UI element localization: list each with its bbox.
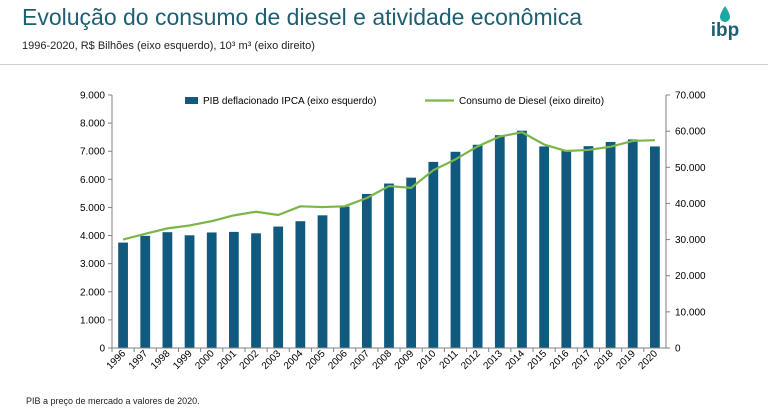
x-tick-label-2004: 2004 xyxy=(282,348,306,372)
legend-bar-swatch xyxy=(185,97,198,104)
bar-2008 xyxy=(384,183,394,348)
left-tick-label: 9.000 xyxy=(80,91,105,102)
left-tick-label: 8.000 xyxy=(80,119,105,130)
x-tick-label-2012: 2012 xyxy=(459,348,483,372)
legend: PIB deflacionado IPCA (eixo esquerdo) Con… xyxy=(185,96,604,107)
bar-2003 xyxy=(273,226,284,348)
bar-2016 xyxy=(561,150,572,348)
x-tick-label-2016: 2016 xyxy=(548,348,572,372)
left-tick-label: 6.000 xyxy=(80,175,105,186)
right-tick-label: 50.000 xyxy=(675,163,706,174)
x-tick-label-2007: 2007 xyxy=(348,348,372,372)
left-tick-label: 3.000 xyxy=(80,259,105,270)
title-divider xyxy=(0,64,768,65)
right-tick-label: 40.000 xyxy=(675,199,706,210)
left-tick-label: 5.000 xyxy=(80,203,105,214)
left-tick-label: 0 xyxy=(99,344,105,355)
line-series xyxy=(122,131,656,241)
bar-2010 xyxy=(428,161,439,348)
x-tick-label-2001: 2001 xyxy=(215,348,239,372)
bar-2012 xyxy=(472,144,483,348)
x-tick-label-2013: 2013 xyxy=(481,348,505,372)
bar-2002 xyxy=(251,233,261,348)
bar-2013 xyxy=(494,135,505,348)
left-tick-label: 2.000 xyxy=(80,287,105,298)
bar-2018 xyxy=(605,141,616,348)
x-tick-label-2019: 2019 xyxy=(614,348,638,372)
x-tick-label-2002: 2002 xyxy=(238,348,262,372)
bar-1996 xyxy=(118,242,128,348)
bar-2019 xyxy=(627,139,638,348)
x-tick-label-1997: 1997 xyxy=(127,348,151,372)
right-tick-label: 10.000 xyxy=(675,307,706,318)
right-tick-label: 0 xyxy=(675,344,681,355)
left-tick-label: 4.000 xyxy=(80,231,105,242)
footnote: PIB a preço de mercado a valores de 2020… xyxy=(26,396,200,406)
x-tick-label-2018: 2018 xyxy=(592,348,616,372)
x-tick-label-2005: 2005 xyxy=(304,348,328,372)
x-tick-label-1999: 1999 xyxy=(171,348,195,372)
x-tick-label-2009: 2009 xyxy=(393,348,417,372)
bar-2015 xyxy=(539,146,549,348)
slide-subtitle: 1996-2020, R$ Bilhões (eixo esquerdo), 1… xyxy=(22,40,315,52)
bar-2014 xyxy=(517,130,527,348)
left-tick-label: 1.000 xyxy=(80,315,105,326)
left-tick-label: 7.000 xyxy=(80,147,105,158)
ibp-logo: ibp xyxy=(697,4,753,54)
right-tick-label: 30.000 xyxy=(675,235,706,246)
right-tick-label: 20.000 xyxy=(675,271,706,282)
x-tick-label-1998: 1998 xyxy=(149,348,173,372)
right-tick-label: 70.000 xyxy=(675,91,706,102)
bar-2017 xyxy=(583,146,594,348)
x-tick-label-2011: 2011 xyxy=(438,348,461,371)
slide-title: Evolução do consumo de diesel e atividad… xyxy=(22,4,583,30)
x-tick-label-2000: 2000 xyxy=(193,348,217,372)
x-tick-label-2006: 2006 xyxy=(326,348,350,372)
x-tick-label-2008: 2008 xyxy=(371,348,395,372)
bar-2011 xyxy=(450,151,461,348)
x-tick-label-2017: 2017 xyxy=(570,348,594,372)
legend-line-label: Consumo de Diesel (eixo direito) xyxy=(459,96,604,107)
x-tick-label-1996: 1996 xyxy=(105,348,129,372)
bar-2001 xyxy=(229,231,239,348)
logo-text: ibp xyxy=(710,20,740,41)
x-tick-label-2003: 2003 xyxy=(260,348,284,372)
bar-2020 xyxy=(650,146,660,348)
bar-1997 xyxy=(140,235,151,348)
bar-2000 xyxy=(206,232,217,348)
bar-2009 xyxy=(406,177,417,348)
x-tick-label-2015: 2015 xyxy=(526,348,550,372)
bar-2005 xyxy=(317,215,328,348)
bar-2006 xyxy=(339,206,350,348)
bar-2004 xyxy=(295,221,306,348)
legend-bar-label: PIB deflacionado IPCA (eixo esquerdo) xyxy=(203,96,376,107)
x-tick-label-2014: 2014 xyxy=(504,348,528,372)
bar-2007 xyxy=(361,193,372,348)
bars-series xyxy=(118,130,660,348)
right-tick-label: 60.000 xyxy=(675,127,706,138)
x-tick-label-2010: 2010 xyxy=(415,348,439,372)
x-tick-label-2020: 2020 xyxy=(637,348,661,372)
drop-icon xyxy=(720,6,730,22)
bar-1999 xyxy=(184,235,195,348)
bar-1998 xyxy=(162,232,173,348)
